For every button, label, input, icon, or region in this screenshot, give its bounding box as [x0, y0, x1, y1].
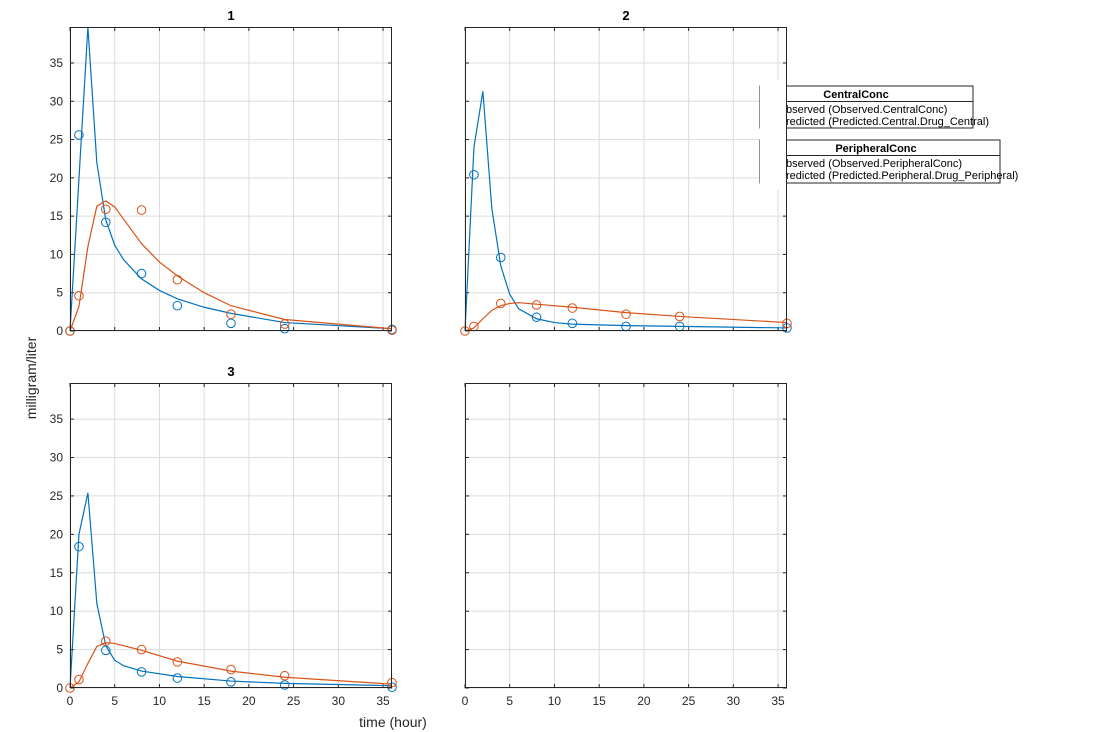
y-tick-label: 20	[50, 171, 64, 185]
x-tick-label: 0	[462, 694, 469, 708]
legend-entry: bserved (Observed.PeripheralConc)	[786, 158, 962, 170]
y-tick-label: 30	[50, 94, 64, 108]
observed-point	[74, 130, 84, 140]
plot-area	[465, 383, 787, 688]
axes-frame	[70, 383, 392, 688]
legend-central: CentralConc bserved (Observed.CentralCon…	[759, 85, 989, 129]
x-tick-label: 25	[682, 694, 696, 708]
y-tick-label: 25	[50, 489, 64, 503]
y-tick-label: 20	[50, 527, 64, 541]
axes-frame	[465, 383, 787, 688]
x-tick-label: 5	[111, 694, 118, 708]
y-tick-label: 10	[50, 247, 64, 261]
plot-area	[70, 383, 392, 688]
y-axis-label: milligram/liter	[23, 336, 39, 419]
observed-point	[531, 312, 542, 323]
y-tick-label: 5	[56, 643, 63, 657]
observed-point	[136, 205, 147, 215]
observed-point	[621, 309, 631, 319]
observed-point	[469, 169, 479, 180]
legend-peripheral: PeripheralConc bserved (Observed.Periphe…	[759, 139, 1018, 184]
x-axis-label: time (hour)	[359, 714, 427, 730]
axes-frame	[70, 27, 392, 331]
x-tick-label: 10	[548, 694, 562, 708]
legend-box	[759, 139, 1001, 184]
observed-point	[74, 674, 84, 685]
observed-point	[226, 664, 236, 675]
y-tick-label: 10	[50, 604, 64, 618]
y-tick-label: 35	[50, 56, 64, 70]
axes-2: 2	[460, 8, 792, 336]
observed-point	[279, 323, 290, 334]
axes-title: 3	[227, 364, 234, 379]
legend-title: CentralConc	[823, 89, 888, 101]
predicted-line	[69, 200, 393, 332]
x-tick-label: 25	[287, 694, 301, 708]
x-tick-label: 10	[153, 694, 167, 708]
plot-area	[70, 27, 392, 331]
x-tick-label: 0	[67, 694, 74, 708]
axes-title: 2	[622, 8, 629, 23]
axes-title: 1	[227, 8, 234, 23]
predicted-line	[69, 26, 393, 332]
observed-point	[279, 680, 290, 690]
y-tick-label: 25	[50, 133, 64, 147]
y-tick-label: 5	[56, 286, 63, 300]
observed-point	[172, 300, 183, 311]
observed-point	[279, 670, 290, 681]
y-tick-label: 0	[56, 324, 63, 338]
y-tick-label: 15	[50, 566, 64, 580]
legend-entry: bserved (Observed.CentralConc)	[786, 104, 947, 116]
legend-box	[759, 85, 974, 129]
observed-point	[100, 204, 111, 215]
x-tick-label: 15	[197, 694, 211, 708]
observed-point	[74, 290, 84, 301]
observed-point	[495, 298, 506, 309]
predicted-line	[69, 642, 393, 689]
y-tick-label: 15	[50, 209, 64, 223]
legend-clip	[760, 80, 786, 190]
legend-entry: redicted (Predicted.Peripheral.Drug_Peri…	[786, 170, 1018, 182]
observed-point	[172, 673, 183, 683]
observed-point	[226, 318, 236, 329]
x-tick-label: 5	[506, 694, 513, 708]
observed-point	[495, 252, 506, 263]
axes-1: 0 5 10 15 20 25 30 35 1	[50, 8, 397, 338]
x-tick-label: 35	[376, 694, 390, 708]
observed-point	[100, 636, 111, 646]
axes-3: 0 5 10 15 20 25 30 35 0 5 10 15 20 25 30 35 3	[50, 364, 397, 708]
predicted-line	[69, 492, 393, 689]
x-tick-label: 20	[242, 694, 256, 708]
x-tick-label: 15	[592, 694, 606, 708]
predicted-line	[464, 91, 788, 332]
legend-entry: redicted (Predicted.Central.Drug_Central…	[786, 116, 989, 128]
predicted-line	[464, 302, 788, 332]
y-tick-label: 30	[50, 451, 64, 465]
y-tick-label: 0	[56, 681, 63, 695]
x-tick-label: 30	[332, 694, 346, 708]
x-tick-label: 20	[637, 694, 651, 708]
plot-area	[465, 27, 787, 331]
observed-point	[226, 309, 236, 319]
legend-title: PeripheralConc	[835, 143, 916, 155]
x-tick-label: 35	[771, 694, 785, 708]
x-tick-label: 30	[727, 694, 741, 708]
axes-4: 0 5 10 15 20 25 30 35	[462, 383, 787, 708]
y-tick-label: 35	[50, 412, 64, 426]
